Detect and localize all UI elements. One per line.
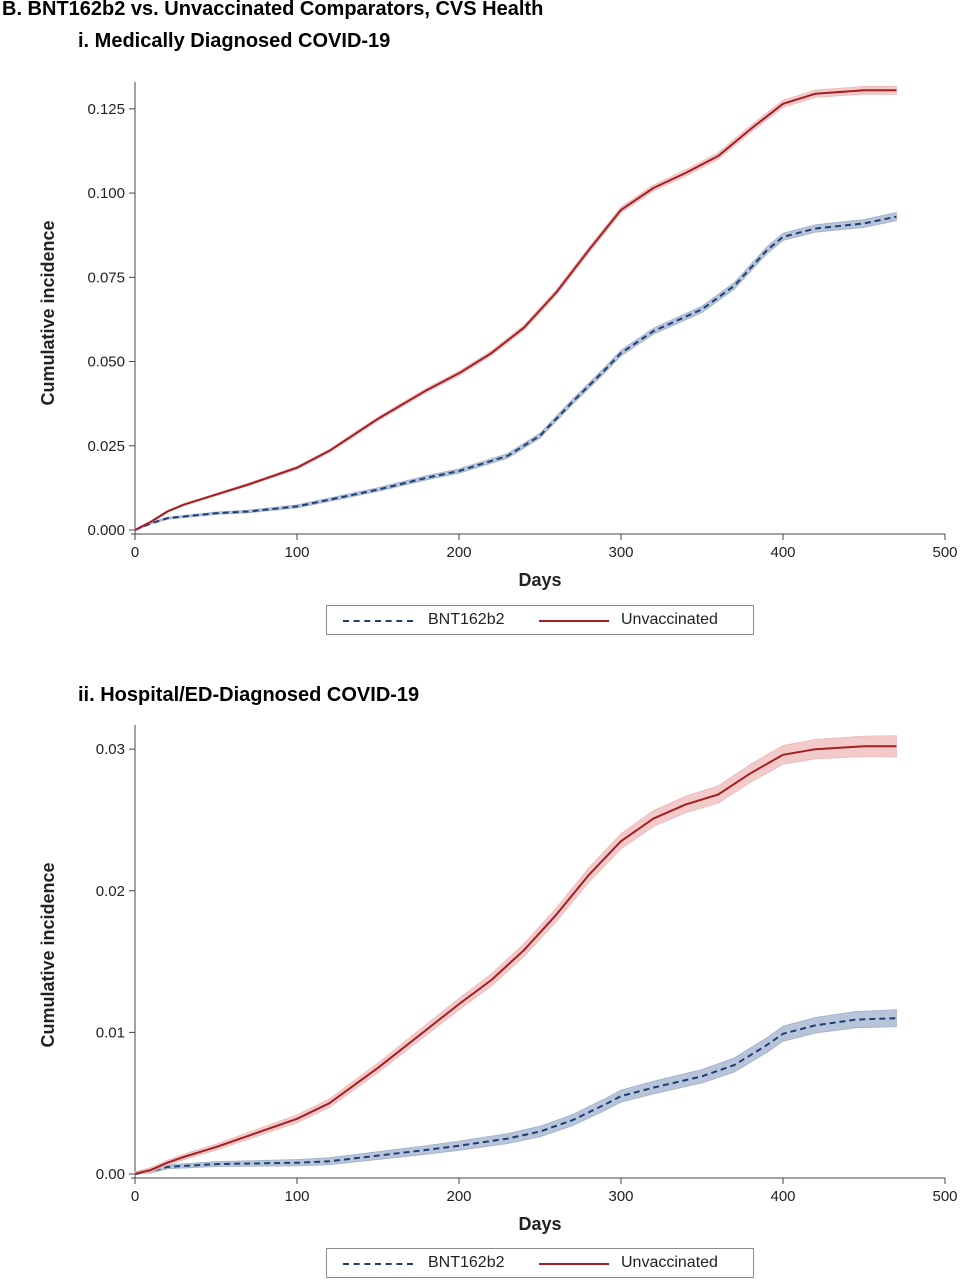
series-line-unvaccinated (134, 745, 897, 1175)
x-tick-label: 100 (284, 544, 309, 561)
legend-label-bnt162b2: BNT162b2 (428, 611, 505, 628)
y-tick-label: 0.000 (87, 522, 125, 539)
y-tick-label: 0.025 (87, 438, 125, 455)
legend-label-bnt162b2: BNT162b2 (428, 1254, 505, 1271)
series-line-bnt162b2 (134, 1017, 897, 1175)
confidence-band-bnt162b2 (134, 212, 897, 531)
y-tick-label: 0.00 (96, 1166, 125, 1183)
x-tick-label: 500 (932, 544, 957, 561)
chart-medically-diagnosed: 0.000 0.025 0.050 0.075 0.100 0.125 0 100 200 300… (38, 82, 958, 590)
x-tick-label: 400 (770, 544, 795, 561)
chart-hospital-ed-diagnosed: 0.00 0.01 0.02 0.03 0 100 200 300 400 500 Days Cumu… (38, 725, 958, 1234)
y-tick-label: 0.050 (87, 354, 125, 371)
x-tick-label: 200 (446, 544, 471, 561)
x-tick-label: 0 (131, 544, 139, 561)
x-tick-label: 500 (932, 1188, 957, 1205)
y-tick-label: 0.03 (96, 741, 125, 758)
x-axis-title: Days (518, 570, 561, 590)
series-line-unvaccinated (134, 89, 897, 531)
unvaccinated-solid-swatch (539, 620, 609, 622)
y-tick-label: 0.02 (96, 883, 125, 900)
legend-label-unvaccinated: Unvaccinated (621, 611, 718, 628)
legend-panel-1: BNT162b2 Unvaccinated (326, 605, 754, 635)
x-tick-label: 300 (608, 1188, 633, 1205)
confidence-band-bnt162b2 (134, 1009, 897, 1175)
bnt162b2-dashed-swatch (343, 1263, 413, 1265)
y-tick-label: 0.075 (87, 269, 125, 286)
x-axis-title: Days (518, 1214, 561, 1234)
x-tick-label: 300 (608, 544, 633, 561)
y-axis-title: Cumulative incidence (38, 862, 58, 1047)
panel-1-title: i. Medically Diagnosed COVID-19 (78, 30, 391, 52)
x-tick-label: 0 (131, 1188, 139, 1205)
y-tick-label: 0.125 (87, 101, 125, 118)
x-tick-label: 100 (284, 1188, 309, 1205)
y-axis-title: Cumulative incidence (38, 220, 58, 405)
series-line-bnt162b2 (134, 215, 897, 531)
confidence-band-unvaccinated (134, 735, 897, 1175)
legend-label-unvaccinated: Unvaccinated (621, 1254, 718, 1271)
legend-panel-2: BNT162b2 Unvaccinated (326, 1248, 754, 1278)
panel-2-title: ii. Hospital/ED-Diagnosed COVID-19 (78, 684, 420, 706)
bnt162b2-dashed-swatch (343, 620, 413, 622)
x-tick-label: 200 (446, 1188, 471, 1205)
confidence-band-unvaccinated (134, 85, 897, 531)
y-tick-label: 0.100 (87, 185, 125, 202)
y-tick-label: 0.01 (96, 1024, 125, 1041)
x-tick-label: 400 (770, 1188, 795, 1205)
unvaccinated-solid-swatch (539, 1263, 609, 1265)
figure-title: B. BNT162b2 vs. Unvaccinated Comparators… (2, 0, 544, 20)
